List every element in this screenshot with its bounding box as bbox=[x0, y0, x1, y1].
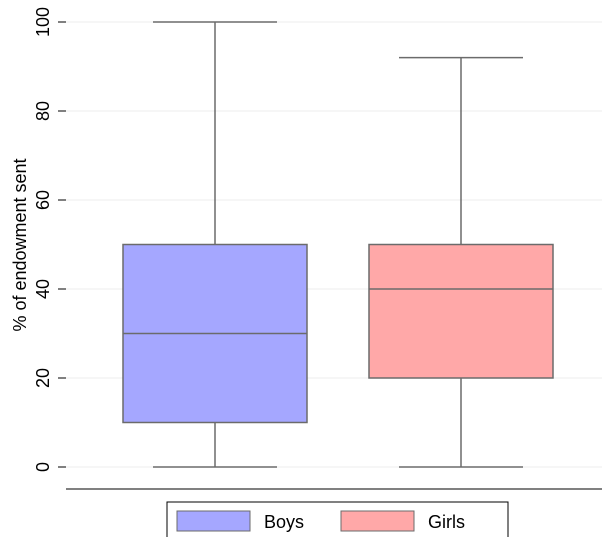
y-tick-label: 100 bbox=[33, 7, 53, 37]
box-boys bbox=[122, 21, 308, 468]
legend: Boys Girls bbox=[166, 501, 509, 537]
legend-swatch-boys bbox=[176, 510, 251, 532]
y-tick-label: 40 bbox=[33, 279, 53, 299]
y-tick-label: 20 bbox=[33, 368, 53, 388]
y-axis: 0 20 40 60 80 100 bbox=[33, 7, 66, 472]
legend-swatch-girls bbox=[340, 510, 415, 532]
y-tick-label: 60 bbox=[33, 190, 53, 210]
legend-label-boys: Boys bbox=[264, 512, 304, 532]
y-axis-title: % of endowment sent bbox=[10, 158, 30, 331]
legend-label-girls: Girls bbox=[428, 512, 465, 532]
boxes bbox=[122, 21, 554, 468]
y-tick-label: 80 bbox=[33, 101, 53, 121]
interquartile-box bbox=[368, 243, 554, 379]
box-girls bbox=[368, 56, 554, 468]
y-tick-label: 0 bbox=[33, 462, 53, 472]
